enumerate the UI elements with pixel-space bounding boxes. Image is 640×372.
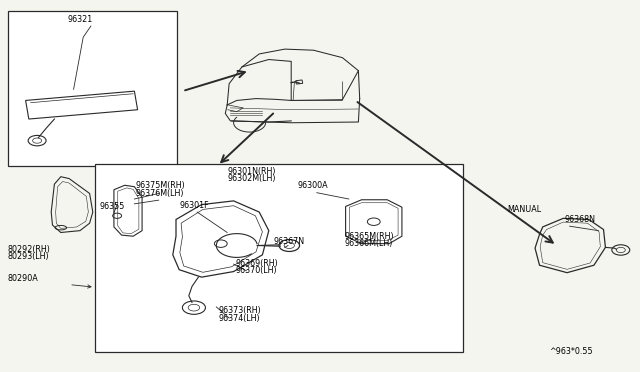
Text: 96355: 96355 [99,202,125,211]
Text: 96301F: 96301F [179,201,209,210]
Text: 96368N: 96368N [564,215,595,224]
Text: 96369(RH): 96369(RH) [236,259,278,268]
Text: 96367N: 96367N [274,237,305,246]
Text: 96302M(LH): 96302M(LH) [227,174,276,183]
Text: 96370(LH): 96370(LH) [236,266,277,275]
Bar [95,164,463,352]
Text: 80293(LH): 80293(LH) [8,252,49,261]
Text: 96366M(LH): 96366M(LH) [344,240,393,248]
Text: 96376M(LH): 96376M(LH) [136,189,184,198]
Text: 96375M(RH): 96375M(RH) [136,182,186,190]
Text: 96301N(RH): 96301N(RH) [227,167,276,176]
Text: MANUAL: MANUAL [507,205,541,214]
Text: 96365M(RH): 96365M(RH) [344,232,394,241]
Text: ^963*0.55: ^963*0.55 [549,347,593,356]
Text: 96321: 96321 [68,15,93,24]
Text: 80290A: 80290A [8,275,38,283]
Text: 80292(RH): 80292(RH) [8,245,51,254]
Text: 96373(RH): 96373(RH) [219,307,262,315]
Bar [8,11,177,166]
Text: 96374(LH): 96374(LH) [219,314,260,323]
Text: 96300A: 96300A [298,182,328,190]
